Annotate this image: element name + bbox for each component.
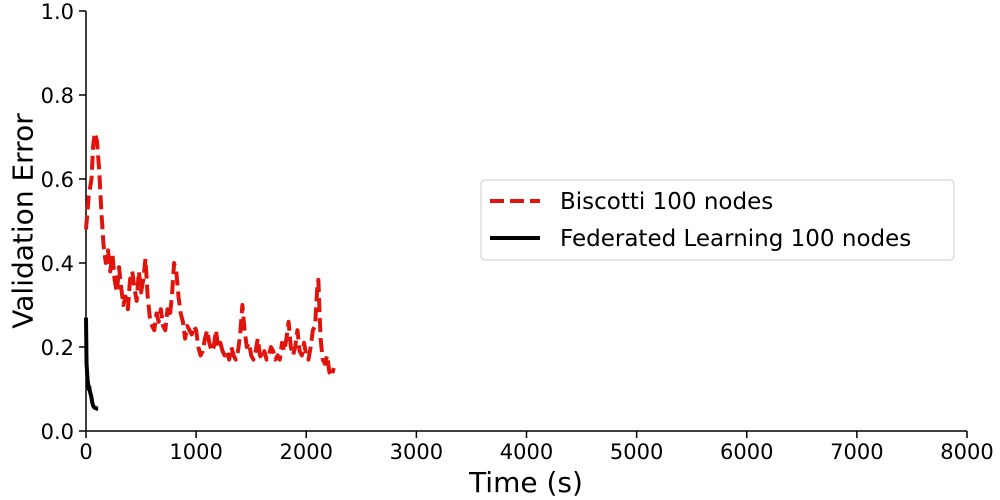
- x-tick-labels: 0 1000 2000 3000 4000 5000 6000 7000 8000: [79, 440, 993, 464]
- y-tick-label: 0.2: [41, 336, 74, 360]
- series-line-federated: [84, 317, 100, 411]
- y-tick-label: 0.4: [41, 252, 74, 276]
- x-tick-label: 3000: [390, 440, 443, 464]
- x-tick-label: 7000: [830, 440, 883, 464]
- x-tick-label: 5000: [610, 440, 663, 464]
- legend: Biscotti 100 nodes Federated Learning 10…: [480, 179, 955, 261]
- x-tick-label: 6000: [720, 440, 773, 464]
- series-group: [84, 130, 336, 411]
- y-axis-label: Validation Error: [7, 113, 40, 329]
- y-tick-labels: 0.0 0.2 0.4 0.6 0.8 1.0: [41, 0, 74, 444]
- x-axis-label: Time (s): [468, 466, 583, 499]
- y-tick-label: 0.8: [41, 84, 74, 108]
- y-tick-label: 0.0: [41, 420, 74, 444]
- x-tick-label: 4000: [500, 440, 553, 464]
- x-tick-label: 8000: [940, 440, 993, 464]
- y-tick-label: 0.6: [41, 168, 74, 192]
- tick-marks: [79, 10, 968, 438]
- y-tick-label: 1.0: [41, 0, 74, 24]
- x-tick-label: 2000: [280, 440, 333, 464]
- x-tick-label: 0: [79, 440, 92, 464]
- legend-label-biscotti: Biscotti 100 nodes: [560, 189, 773, 215]
- legend-label-federated: Federated Learning 100 nodes: [560, 226, 911, 252]
- series-line-biscotti: [84, 130, 336, 379]
- x-tick-label: 1000: [169, 440, 222, 464]
- legend-frame: [480, 179, 955, 261]
